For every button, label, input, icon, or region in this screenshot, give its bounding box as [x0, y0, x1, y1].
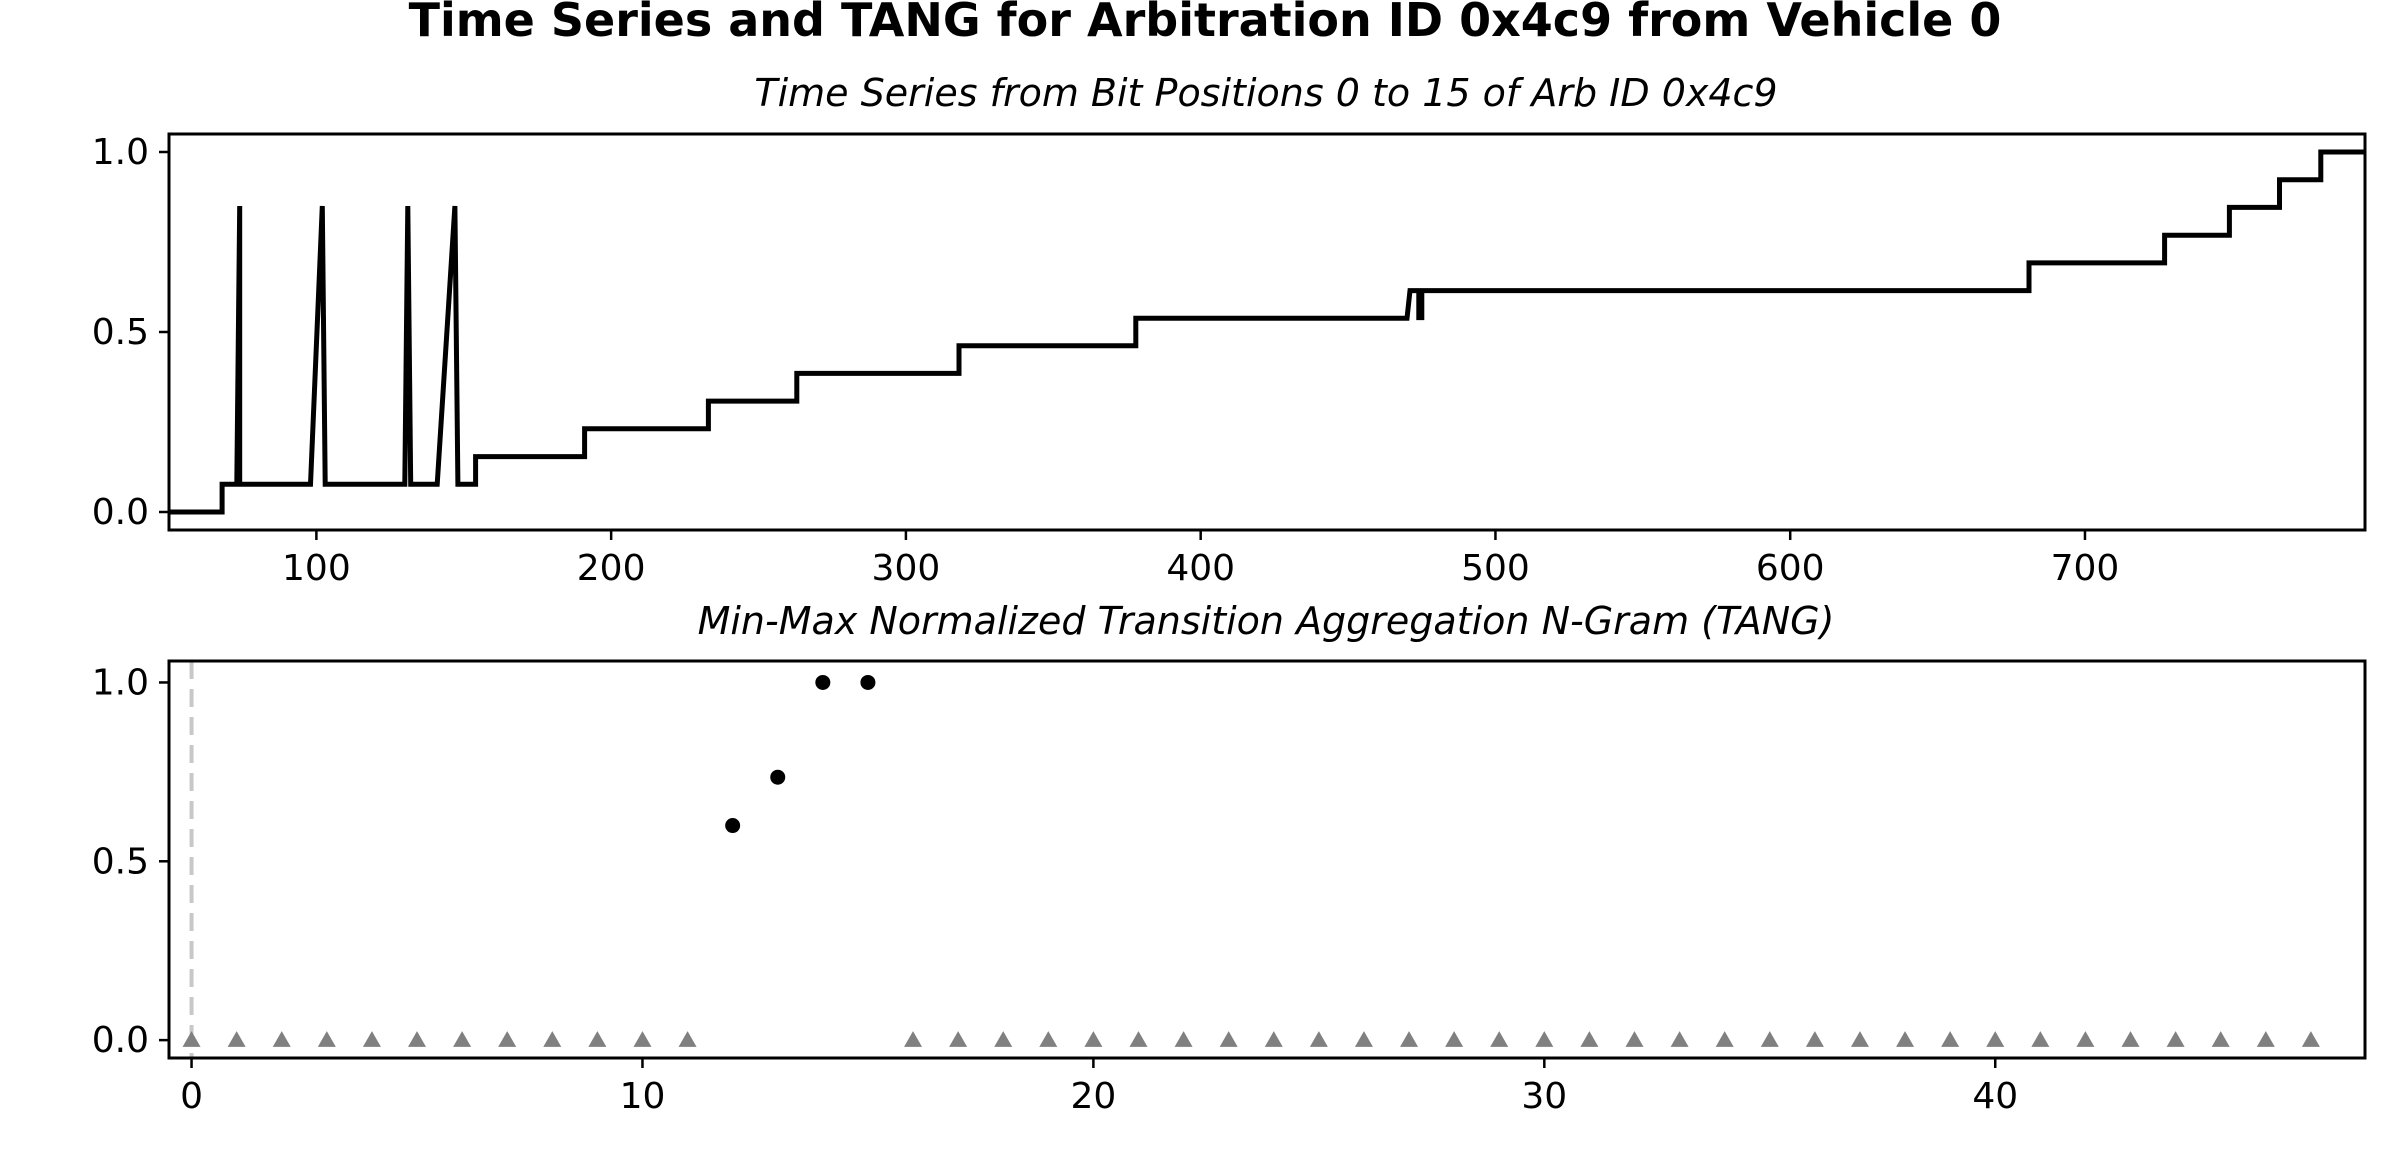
tang-triangle-point	[1400, 1031, 1419, 1047]
time-series-x-tick-label: 400	[1166, 548, 1235, 589]
tang-triangle-point	[588, 1031, 607, 1047]
tang-triangle-point	[633, 1031, 652, 1047]
time-series-panel: Time Series from Bit Positions 0 to 15 o…	[92, 71, 2367, 589]
time-series-y-tick-label: 0.5	[92, 312, 149, 353]
tang-triangle-point	[1039, 1031, 1058, 1047]
tang-triangle-point	[1309, 1031, 1328, 1047]
tang-triangle-point	[2166, 1031, 2185, 1047]
tang-triangle-point	[1445, 1031, 1464, 1047]
tang-point	[770, 769, 786, 785]
tang-triangle-point	[2256, 1031, 2275, 1047]
tang-triangle-point	[1354, 1031, 1373, 1047]
tang-title: Min-Max Normalized Transition Aggregatio…	[698, 599, 1835, 643]
tang-x-tick-label: 0	[180, 1076, 203, 1117]
tang-triangle-point	[1490, 1031, 1509, 1047]
tang-x-tick-label: 20	[1070, 1076, 1116, 1117]
time-series-x-tick-label: 500	[1461, 548, 1530, 589]
time-series-x-tick-label: 600	[1756, 548, 1825, 589]
time-series-title: Time Series from Bit Positions 0 to 15 o…	[754, 71, 1777, 115]
tang-triangle-point	[1896, 1031, 1915, 1047]
tang-x-tick-label: 40	[1972, 1076, 2018, 1117]
time-series-frame	[167, 132, 2367, 532]
tang-triangle-point	[2031, 1031, 2050, 1047]
tang-triangle-point	[949, 1031, 968, 1047]
tang-triangle-point	[408, 1031, 427, 1047]
time-series-x-tick-label: 200	[577, 548, 646, 589]
tang-triangle-point	[2076, 1031, 2095, 1047]
time-series-x-tick-label: 300	[872, 548, 941, 589]
time-series-x-tick-label: 700	[2051, 548, 2120, 589]
tang-triangle-point	[1174, 1031, 1193, 1047]
tang-triangle-point	[453, 1031, 472, 1047]
tang-triangle-point	[182, 1031, 201, 1047]
tang-triangle-point	[1715, 1031, 1734, 1047]
tang-y-tick-label: 1.0	[92, 662, 149, 703]
figure-title: Time Series and TANG for Arbitration ID …	[409, 0, 2002, 47]
tang-triangle-point	[317, 1031, 336, 1047]
tang-triangle-point	[2211, 1031, 2230, 1047]
tang-triangle-point	[272, 1031, 291, 1047]
time-series-y-tick-label: 0.0	[92, 492, 149, 533]
tang-panel: Min-Max Normalized Transition Aggregatio…	[92, 599, 2367, 1117]
tang-point	[860, 674, 876, 690]
tang-frame	[167, 659, 2367, 1060]
tang-triangle-point	[1850, 1031, 1869, 1047]
tang-x-tick-label: 10	[620, 1076, 666, 1117]
tang-triangle-point	[1670, 1031, 1689, 1047]
tang-triangle-point	[994, 1031, 1013, 1047]
tang-triangle-point	[1219, 1031, 1238, 1047]
tang-triangle-point	[498, 1031, 517, 1047]
tang-y-tick-label: 0.0	[92, 1020, 149, 1061]
tang-triangle-point	[543, 1031, 562, 1047]
tang-point	[725, 818, 741, 834]
time-series-x-tick-label: 100	[282, 548, 351, 589]
time-series-y-tick-label: 1.0	[92, 132, 149, 173]
tang-triangle-point	[1986, 1031, 2005, 1047]
tang-triangle-point	[1805, 1031, 1824, 1047]
tang-triangle-point	[227, 1031, 246, 1047]
tang-triangle-point	[1941, 1031, 1960, 1047]
tang-triangle-point	[1580, 1031, 1599, 1047]
tang-triangle-point	[1760, 1031, 1779, 1047]
tang-triangle-point	[2301, 1031, 2320, 1047]
tang-triangle-point	[904, 1031, 923, 1047]
tang-triangle-point	[678, 1031, 697, 1047]
tang-y-tick-label: 0.5	[92, 841, 149, 882]
tang-point	[815, 674, 831, 690]
tang-triangle-point	[362, 1031, 381, 1047]
tang-triangle-point	[1264, 1031, 1283, 1047]
tang-triangle-point	[1084, 1031, 1103, 1047]
time-series-line	[169, 149, 2365, 515]
tang-x-tick-label: 30	[1521, 1076, 1567, 1117]
tang-triangle-point	[2121, 1031, 2140, 1047]
tang-triangle-point	[1625, 1031, 1644, 1047]
tang-triangle-point	[1535, 1031, 1554, 1047]
tang-triangle-point	[1129, 1031, 1148, 1047]
